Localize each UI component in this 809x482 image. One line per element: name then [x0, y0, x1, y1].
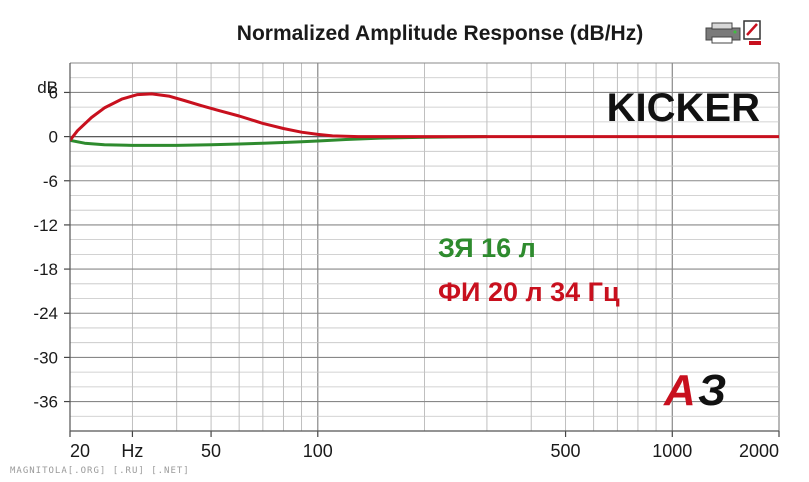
az-logo: А З — [663, 366, 726, 415]
x-tick-label: 1000 — [652, 441, 692, 461]
y-tick-label: -30 — [33, 348, 58, 367]
y-tick-label: 0 — [49, 128, 58, 147]
chart-toolbar — [704, 18, 764, 48]
y-tick-label: -24 — [33, 304, 58, 323]
y-tick-label: -36 — [33, 393, 58, 412]
x-tick-label: 500 — [551, 441, 581, 461]
x-tick-label: 100 — [303, 441, 333, 461]
printer-icon[interactable] — [705, 22, 741, 44]
y-tick-label: -6 — [43, 172, 58, 191]
chart-title: Normalized Amplitude Response (dB/Hz) — [236, 22, 644, 45]
svg-text:З: З — [698, 366, 726, 415]
x-tick-label: 50 — [201, 441, 221, 461]
x-tick-label: 20 — [70, 441, 90, 461]
series-line-2 — [70, 92, 779, 142]
close-chart-icon[interactable] — [743, 20, 761, 45]
watermark-text: MAGNITOLA[.ORG] [.RU] [.NET] — [10, 466, 190, 476]
brand-label: KICKER — [607, 86, 760, 130]
svg-text:А: А — [663, 366, 696, 415]
legend-series-1: ЗЯ 16 л — [438, 233, 536, 263]
y-tick-label: -18 — [33, 260, 58, 279]
y-unit-label: dB — [37, 78, 58, 97]
x-tick-label: 2000 — [739, 441, 779, 461]
y-tick-label: 6 — [49, 83, 58, 102]
y-tick-label: -12 — [33, 216, 58, 235]
series-line-1 — [70, 135, 487, 147]
legend-series-2: ФИ 20 л 34 Гц — [438, 277, 620, 307]
x-tick-label: Hz — [121, 441, 143, 461]
